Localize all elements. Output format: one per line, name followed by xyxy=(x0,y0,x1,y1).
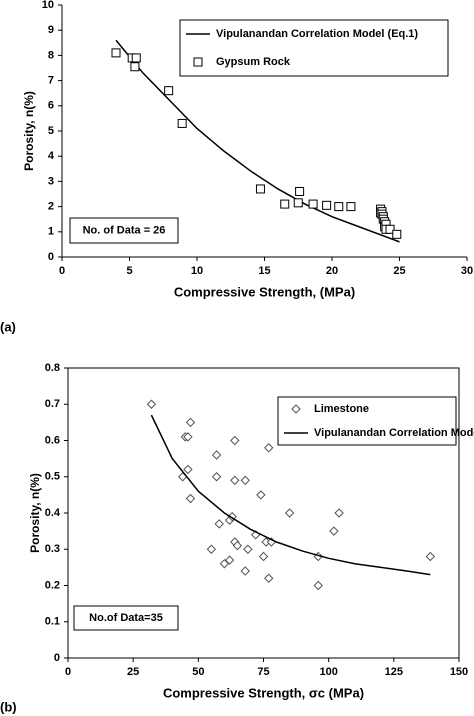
x-tick-label: 0 xyxy=(65,666,71,678)
legend-label: Vipulanandan Correlation Model (Eq.1) xyxy=(314,427,474,439)
y-tick-label: 2 xyxy=(48,201,54,213)
data-point xyxy=(425,551,436,562)
y-tick-label: 0.5 xyxy=(45,471,60,483)
legend-box xyxy=(179,19,449,77)
data-point xyxy=(185,493,196,504)
legend-label: Vipulanandan Correlation Model (Eq.1) xyxy=(216,28,418,40)
y-tick-label: 5 xyxy=(48,125,54,137)
legend-marker xyxy=(193,57,203,67)
y-tick-label: 0.3 xyxy=(45,543,60,555)
data-point xyxy=(329,526,339,536)
x-tick-label: 25 xyxy=(393,265,405,277)
data-point xyxy=(206,544,217,554)
y-tick-label: 0.2 xyxy=(45,579,60,591)
x-tick-label: 0 xyxy=(59,265,65,277)
x-axis-title: Compressive Strength, σc (MPa) xyxy=(163,685,364,700)
y-axis-title: Porosity, n(%) xyxy=(28,473,42,553)
data-point xyxy=(224,555,235,565)
data-point xyxy=(334,202,344,212)
data-point xyxy=(256,490,266,500)
legend-label: Gypsum Rock xyxy=(216,56,291,68)
data-point xyxy=(131,53,141,63)
legend-label: Limestone xyxy=(314,403,369,415)
x-tick-label: 50 xyxy=(192,666,204,678)
x-tick-label: 75 xyxy=(257,666,269,678)
x-tick-label: 10 xyxy=(191,265,203,277)
data-point xyxy=(183,432,193,442)
data-point xyxy=(308,199,318,209)
data-point xyxy=(214,519,224,529)
x-tick-label: 5 xyxy=(126,265,132,277)
data-point xyxy=(346,202,356,212)
data-point xyxy=(385,224,395,234)
data-point xyxy=(211,472,222,482)
y-tick-label: 0.1 xyxy=(45,616,60,628)
y-tick-label: 0 xyxy=(48,251,54,263)
y-axis-title: Porosity, n(%) xyxy=(22,91,36,171)
data-point xyxy=(230,435,240,446)
data-point xyxy=(313,580,323,591)
y-tick-label: 9 xyxy=(48,24,54,36)
data-point xyxy=(284,508,295,518)
data-point xyxy=(264,443,274,453)
data-point xyxy=(322,200,332,210)
data-point xyxy=(111,48,121,58)
data-point xyxy=(211,450,222,460)
correlation-line xyxy=(150,414,431,576)
data-point xyxy=(258,551,269,562)
annotation: No. of Data = 26 xyxy=(83,224,166,236)
x-tick-label: 20 xyxy=(326,265,338,277)
data-point xyxy=(280,199,290,209)
y-tick-label: 1 xyxy=(48,226,54,238)
y-tick-label: 6 xyxy=(48,100,54,112)
data-point xyxy=(146,399,157,409)
x-tick-label: 30 xyxy=(461,265,473,277)
data-point xyxy=(392,229,402,239)
data-point xyxy=(232,540,243,551)
legend-box xyxy=(277,396,457,446)
data-point xyxy=(164,86,174,96)
x-axis-title: Compressive Strength, (MPa) xyxy=(174,284,355,299)
y-tick-label: 0.7 xyxy=(45,398,60,410)
data-point xyxy=(240,566,250,576)
x-tick-label: 15 xyxy=(258,265,270,277)
data-point xyxy=(230,475,240,486)
panel-label: (b) xyxy=(0,699,17,714)
x-tick-label: 125 xyxy=(385,666,403,678)
y-tick-label: 7 xyxy=(48,75,54,87)
y-tick-label: 0.4 xyxy=(45,507,61,519)
panel-label: (a) xyxy=(0,319,16,334)
annotation-box xyxy=(69,217,179,244)
y-tick-label: 4 xyxy=(48,150,55,162)
data-point xyxy=(185,417,196,428)
data-point xyxy=(177,118,187,128)
data-point xyxy=(255,184,265,194)
annotation: No.of Data=35 xyxy=(89,612,163,624)
y-tick-label: 8 xyxy=(48,49,54,61)
annotation-box xyxy=(73,605,179,631)
data-point xyxy=(264,573,274,583)
data-point xyxy=(183,464,193,475)
legend-marker xyxy=(291,404,301,414)
y-tick-label: 0.8 xyxy=(45,362,60,374)
data-point xyxy=(243,544,253,554)
data-point xyxy=(295,186,305,196)
data-point xyxy=(130,62,140,72)
correlation-line xyxy=(115,39,400,243)
y-tick-label: 0.6 xyxy=(45,434,60,446)
x-tick-label: 100 xyxy=(319,666,337,678)
x-tick-label: 150 xyxy=(450,666,468,678)
x-tick-label: 25 xyxy=(127,666,139,678)
y-tick-label: 0 xyxy=(54,652,60,664)
data-point xyxy=(293,198,303,208)
y-tick-label: 3 xyxy=(48,175,54,187)
data-point xyxy=(219,559,230,569)
y-tick-label: 10 xyxy=(42,0,54,11)
data-point xyxy=(334,508,344,518)
data-point xyxy=(177,472,188,482)
data-point xyxy=(240,475,250,486)
